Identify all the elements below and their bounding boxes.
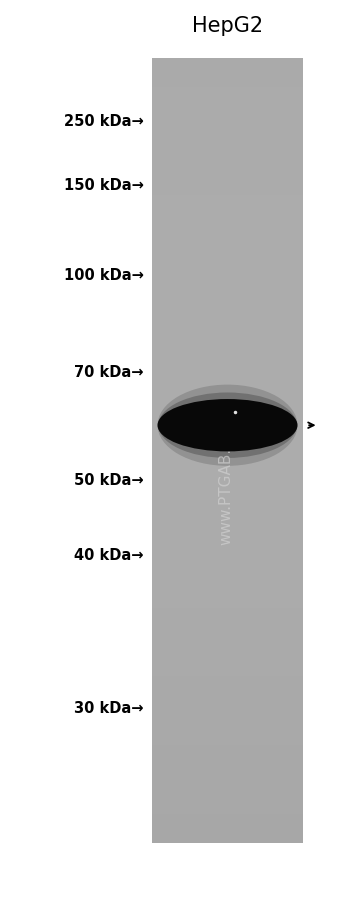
Bar	[152, 284, 303, 294]
Text: 30 kDa→: 30 kDa→	[74, 701, 144, 715]
Bar	[152, 775, 303, 785]
Bar	[152, 441, 303, 451]
Bar	[152, 539, 303, 549]
Bar	[152, 69, 303, 78]
Bar	[152, 676, 303, 686]
Text: 100 kDa→: 100 kDa→	[64, 268, 144, 282]
Text: 40 kDa→: 40 kDa→	[74, 548, 144, 562]
Bar	[152, 59, 303, 843]
Bar	[152, 186, 303, 196]
Bar	[152, 333, 303, 343]
Bar	[152, 167, 303, 176]
Bar	[152, 510, 303, 520]
Ellipse shape	[158, 400, 298, 452]
Bar	[152, 314, 303, 324]
Bar	[152, 568, 303, 578]
Bar	[152, 461, 303, 471]
Bar	[152, 431, 303, 441]
Bar	[152, 137, 303, 147]
Bar	[152, 107, 303, 117]
Text: www.PTGAB.COM: www.PTGAB.COM	[218, 411, 233, 545]
Bar	[152, 824, 303, 833]
Text: 70 kDa→: 70 kDa→	[74, 364, 144, 379]
Bar	[152, 226, 303, 235]
Bar	[152, 304, 303, 314]
Ellipse shape	[158, 393, 297, 458]
Bar	[152, 324, 303, 333]
Bar	[152, 264, 303, 274]
Bar	[152, 235, 303, 245]
Bar	[152, 294, 303, 304]
Bar	[152, 628, 303, 638]
Bar	[152, 686, 303, 696]
Bar	[152, 588, 303, 598]
Text: 250 kDa→: 250 kDa→	[64, 115, 144, 129]
Bar	[152, 59, 303, 69]
Bar	[152, 254, 303, 264]
Bar	[152, 451, 303, 461]
Bar	[152, 353, 303, 363]
Bar	[152, 98, 303, 107]
Bar	[152, 745, 303, 755]
Bar	[152, 274, 303, 284]
Bar	[152, 117, 303, 127]
Bar	[152, 411, 303, 421]
Bar	[152, 382, 303, 392]
Bar	[152, 392, 303, 402]
Bar	[152, 638, 303, 648]
Bar	[152, 648, 303, 657]
Bar	[152, 805, 303, 814]
Bar	[152, 373, 303, 382]
Bar	[152, 216, 303, 226]
Bar	[152, 147, 303, 157]
Bar	[152, 245, 303, 254]
Bar	[152, 343, 303, 353]
Bar	[152, 471, 303, 481]
Bar	[152, 157, 303, 167]
Bar	[152, 78, 303, 88]
Text: HepG2: HepG2	[192, 16, 263, 36]
Bar	[152, 490, 303, 500]
Bar	[152, 795, 303, 805]
Text: 50 kDa→: 50 kDa→	[74, 473, 144, 487]
Bar	[152, 500, 303, 510]
Bar	[152, 598, 303, 608]
Bar	[152, 549, 303, 559]
Bar	[152, 520, 303, 529]
Bar	[152, 785, 303, 795]
Bar	[152, 529, 303, 539]
Bar	[152, 578, 303, 588]
Bar	[152, 206, 303, 216]
Bar	[152, 833, 303, 843]
Bar	[152, 765, 303, 775]
Bar	[152, 127, 303, 137]
Bar	[152, 608, 303, 618]
Bar	[152, 177, 303, 186]
Bar	[152, 657, 303, 667]
Bar	[152, 735, 303, 745]
Bar	[152, 421, 303, 431]
Text: 150 kDa→: 150 kDa→	[64, 178, 144, 192]
Bar	[152, 363, 303, 373]
Bar	[152, 559, 303, 569]
Bar	[152, 755, 303, 765]
Bar	[152, 88, 303, 98]
Bar	[152, 402, 303, 411]
Ellipse shape	[158, 385, 298, 466]
Bar	[152, 725, 303, 735]
Bar	[152, 814, 303, 824]
Bar	[152, 481, 303, 490]
Bar	[152, 716, 303, 725]
Bar	[152, 696, 303, 706]
Bar	[152, 196, 303, 206]
Bar	[152, 618, 303, 628]
Bar	[152, 667, 303, 676]
Bar	[152, 706, 303, 716]
